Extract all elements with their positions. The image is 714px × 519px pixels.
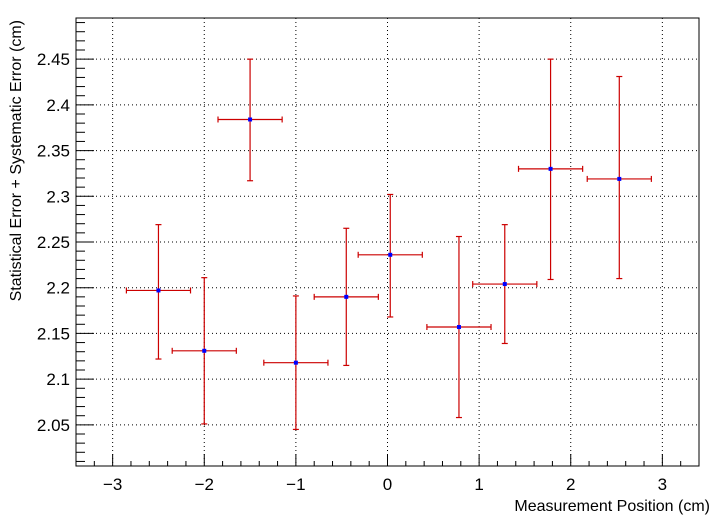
- data-points: [125, 58, 652, 431]
- y-tick-label: 2.1: [46, 370, 70, 389]
- point-marker: [293, 360, 298, 365]
- tick-labels: −3 −2 −1 0 1 2 3 2.05 2.1 2.15 2.2 2.25 2.3 2.35 2.4 2.…: [37, 50, 667, 494]
- x-tick-label: 2: [566, 475, 575, 494]
- grid: [76, 18, 699, 466]
- axis-ticks: [75, 22, 700, 466]
- point-marker: [456, 325, 461, 330]
- data-point: [472, 224, 538, 345]
- data-point: [125, 224, 192, 360]
- y-tick-label: 2.15: [37, 324, 70, 343]
- x-tick-label: 3: [658, 475, 667, 494]
- y-tick-label: 2.35: [37, 142, 70, 161]
- x-tick-label: −3: [103, 475, 122, 494]
- y-tick-label: 2.3: [46, 187, 70, 206]
- point-marker: [156, 288, 161, 293]
- data-point: [586, 75, 652, 280]
- y-tick-label: 2.2: [46, 279, 70, 298]
- point-marker: [202, 348, 207, 353]
- data-point: [171, 277, 237, 425]
- data-point: [263, 295, 329, 431]
- point-marker: [388, 252, 393, 257]
- point-marker: [344, 294, 349, 299]
- y-tick-label: 2.05: [37, 416, 70, 435]
- point-marker: [548, 166, 553, 171]
- data-point: [517, 58, 584, 281]
- y-tick-label: 2.25: [37, 233, 70, 252]
- data-point: [217, 58, 283, 182]
- data-point: [426, 235, 492, 419]
- point-marker: [502, 282, 507, 287]
- data-point: [357, 193, 423, 318]
- x-tick-label: 0: [383, 475, 392, 494]
- data-point: [313, 227, 379, 367]
- y-tick-label: 2.45: [37, 50, 70, 69]
- y-tick-label: 2.4: [46, 96, 70, 115]
- point-marker: [248, 117, 253, 122]
- point-marker: [617, 176, 622, 181]
- x-axis-title: Measurement Position (cm): [514, 498, 710, 515]
- y-axis-title: Statistical Error + Systematic Error (cm…: [8, 20, 25, 301]
- x-tick-label: 1: [474, 475, 483, 494]
- x-tick-label: −1: [286, 475, 305, 494]
- x-tick-label: −2: [195, 475, 214, 494]
